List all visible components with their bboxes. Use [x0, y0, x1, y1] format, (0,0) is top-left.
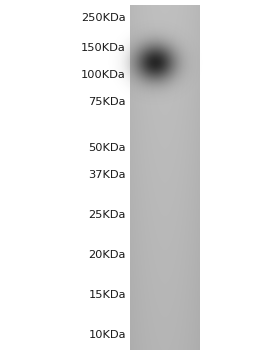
Text: 100KDa: 100KDa [81, 70, 126, 80]
Text: 250KDa: 250KDa [81, 13, 126, 23]
Text: 75KDa: 75KDa [89, 97, 126, 107]
Text: 10KDa: 10KDa [89, 330, 126, 340]
Text: 37KDa: 37KDa [89, 170, 126, 180]
Text: 25KDa: 25KDa [89, 210, 126, 220]
Text: 50KDa: 50KDa [89, 143, 126, 153]
Text: 20KDa: 20KDa [89, 250, 126, 260]
Text: 150KDa: 150KDa [81, 43, 126, 53]
Text: 15KDa: 15KDa [89, 290, 126, 300]
